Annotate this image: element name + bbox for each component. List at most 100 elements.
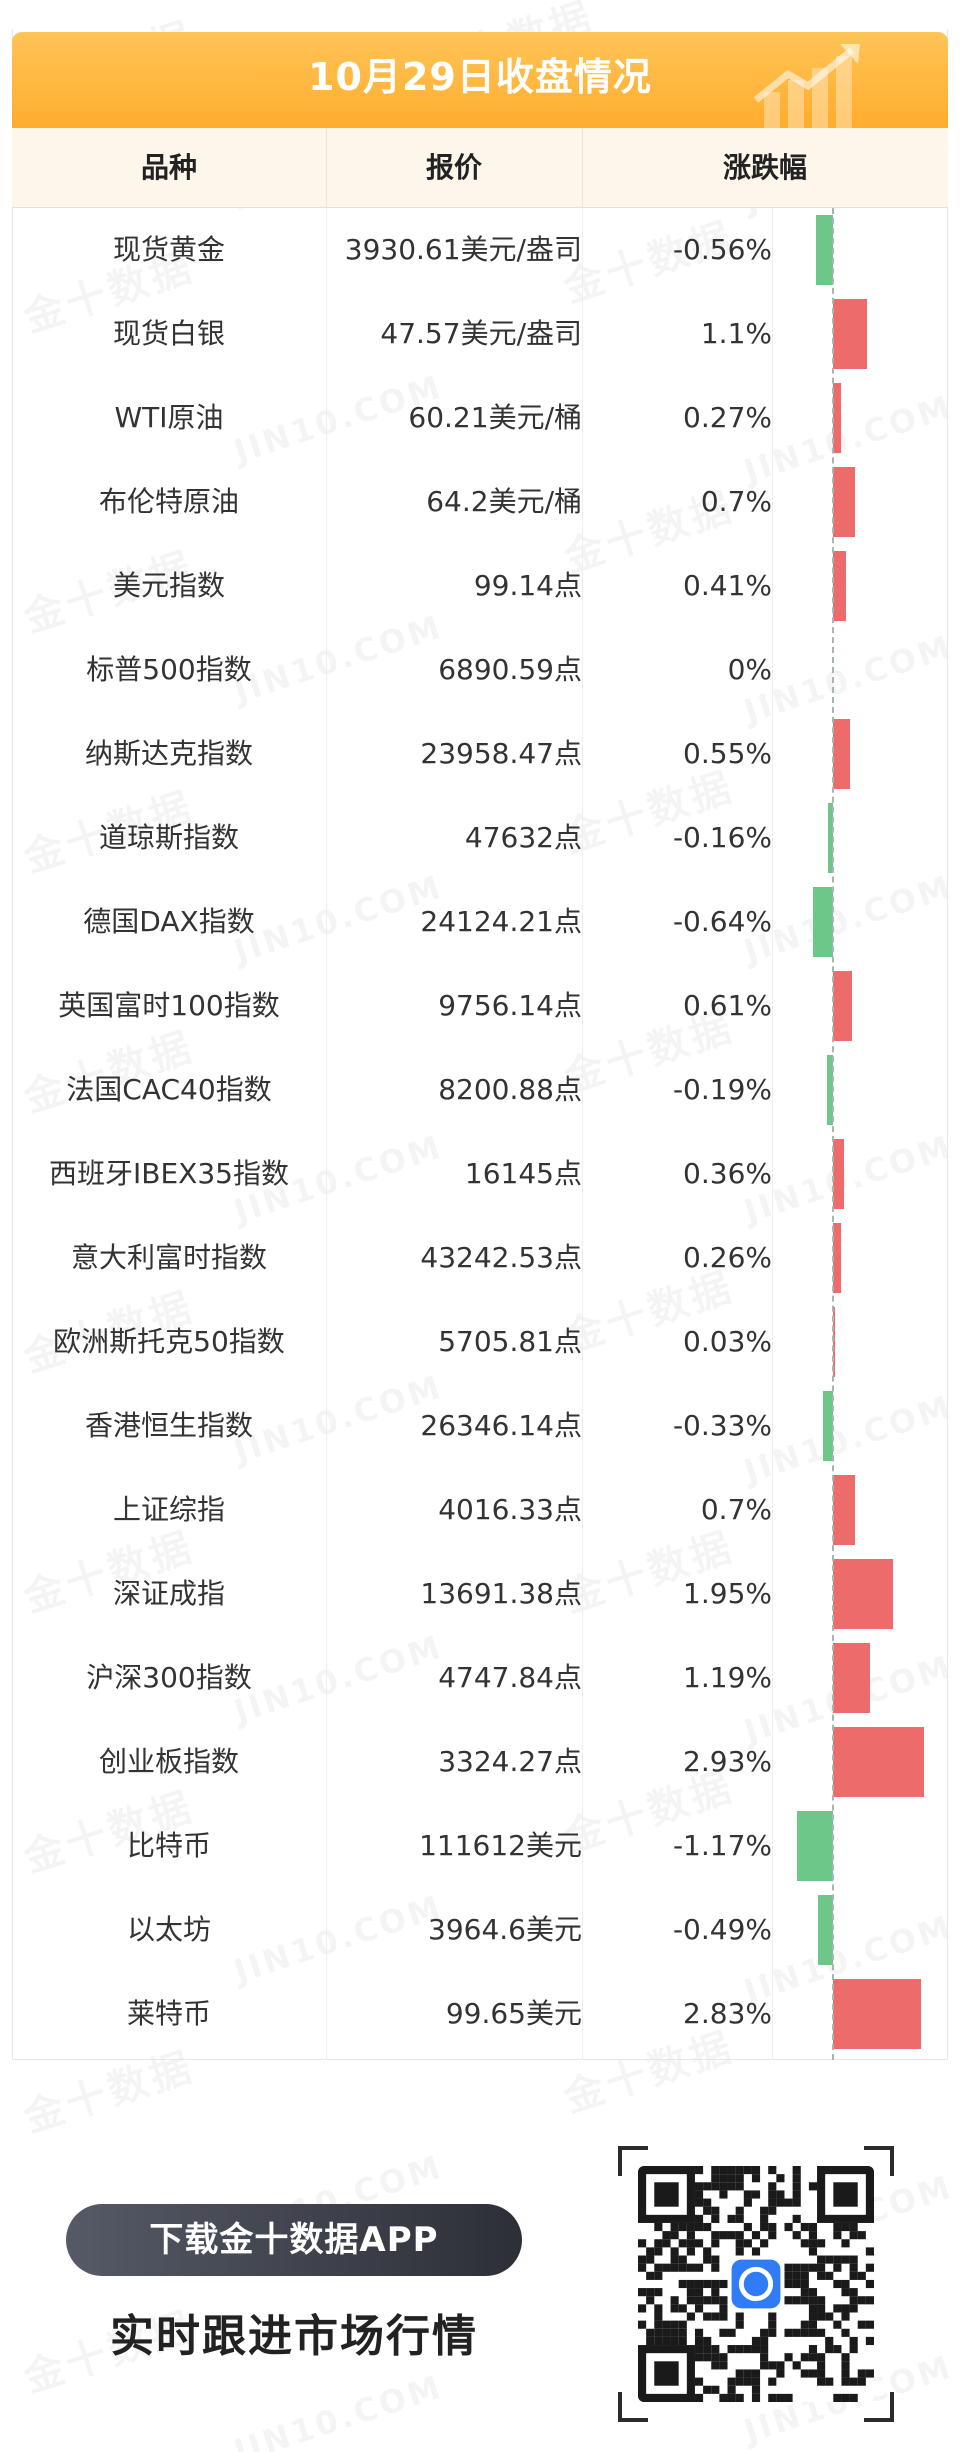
change-percent: 1.19% xyxy=(683,1661,772,1694)
table-row: 纳斯达克指数 23958.47点 0.55% xyxy=(12,712,948,796)
table-row: 深证成指 13691.38点 1.95% xyxy=(12,1552,948,1636)
change-bar-up xyxy=(833,1139,845,1209)
column-divider xyxy=(326,208,327,2060)
variety-name: 标普500指数 xyxy=(86,653,252,686)
change-percent: 1.95% xyxy=(683,1577,772,1610)
price-value: 24124.21点 xyxy=(420,905,582,938)
table-row: 创业板指数 3324.27点 2.93% xyxy=(12,1720,948,1804)
change-percent: 2.93% xyxy=(683,1745,772,1778)
change-percent: 0.41% xyxy=(683,569,772,602)
change-bar-down xyxy=(827,1055,833,1125)
change-bar-up xyxy=(833,551,846,621)
qr-code xyxy=(638,2166,874,2402)
table-row: 标普500指数 6890.59点 0% xyxy=(12,628,948,712)
price-value: 4747.84点 xyxy=(438,1661,582,1694)
rising-chart-icon xyxy=(753,44,860,128)
table-row: 道琼斯指数 47632点 -0.16% xyxy=(12,796,948,880)
change-percent: -0.19% xyxy=(672,1073,772,1106)
table-row: 上证综指 4016.33点 0.7% xyxy=(12,1468,948,1552)
change-percent: 0% xyxy=(727,653,772,686)
variety-name: 布伦特原油 xyxy=(98,485,239,518)
table-row: 法国CAC40指数 8200.88点 -0.19% xyxy=(12,1048,948,1132)
variety-name: 深证成指 xyxy=(112,1577,225,1610)
change-percent: -0.49% xyxy=(672,1913,772,1946)
price-value: 26346.14点 xyxy=(420,1409,582,1442)
variety-name: 道琼斯指数 xyxy=(98,821,239,854)
price-value: 13691.38点 xyxy=(420,1577,582,1610)
change-bar-up xyxy=(833,1559,894,1629)
price-value: 9756.14点 xyxy=(438,989,582,1022)
table-row: 欧洲斯托克50指数 5705.81点 0.03% xyxy=(12,1300,948,1384)
change-percent: -0.16% xyxy=(672,821,772,854)
change-bar-up xyxy=(833,383,842,453)
change-percent: 0.27% xyxy=(683,401,772,434)
change-percent: -0.33% xyxy=(672,1409,772,1442)
change-bar-up xyxy=(833,971,852,1041)
variety-name: 创业板指数 xyxy=(98,1745,239,1778)
tagline: 实时跟进市场行情 xyxy=(110,2311,478,2362)
variety-name: 欧洲斯托克50指数 xyxy=(53,1325,285,1358)
variety-name: 意大利富时指数 xyxy=(70,1241,267,1274)
qr-code-frame xyxy=(618,2146,894,2422)
price-value: 4016.33点 xyxy=(438,1493,582,1526)
change-bar-up xyxy=(833,1307,835,1377)
variety-name: 香港恒生指数 xyxy=(84,1409,253,1442)
change-bar-down xyxy=(815,215,833,285)
table-row: 英国富时100指数 9756.14点 0.61% xyxy=(12,964,948,1048)
variety-name: 莱特币 xyxy=(126,1997,211,2030)
change-percent: 2.83% xyxy=(683,1997,772,2030)
change-percent: -0.56% xyxy=(672,233,772,266)
table-row: WTI原油 60.21美元/桶 0.27% xyxy=(12,376,948,460)
change-percent: -0.64% xyxy=(672,905,772,938)
column-divider xyxy=(582,208,583,2060)
table-header: 品种 报价 涨跌幅 xyxy=(12,128,948,208)
variety-name: 美元指数 xyxy=(112,569,225,602)
variety-name: 现货白银 xyxy=(112,317,225,350)
table-row: 现货白银 47.57美元/盎司 1.1% xyxy=(12,292,948,376)
change-bar-up xyxy=(833,1643,870,1713)
change-bar-up xyxy=(833,1979,921,2049)
price-value: 3930.61美元/盎司 xyxy=(344,233,582,266)
price-value: 16145点 xyxy=(464,1157,582,1190)
table-row: 沪深300指数 4747.84点 1.19% xyxy=(12,1636,948,1720)
market-close-card xyxy=(12,30,948,2060)
price-value: 8200.88点 xyxy=(438,1073,582,1106)
variety-name: 西班牙IBEX35指数 xyxy=(49,1157,289,1190)
table-row: 意大利富时指数 43242.53点 0.26% xyxy=(12,1216,948,1300)
change-percent: 0.55% xyxy=(683,737,772,770)
change-percent: 0.36% xyxy=(683,1157,772,1190)
change-bar-up xyxy=(833,299,868,369)
change-percent: 0.7% xyxy=(700,485,772,518)
variety-name: 以太坊 xyxy=(126,1913,211,1946)
change-bar-up xyxy=(833,719,851,789)
table-row: 比特币 111612美元 -1.17% xyxy=(12,1804,948,1888)
price-value: 111612美元 xyxy=(419,1829,582,1862)
change-percent: 0.26% xyxy=(683,1241,772,1274)
change-percent: 0.7% xyxy=(700,1493,772,1526)
price-value: 5705.81点 xyxy=(438,1325,582,1358)
change-bar-up xyxy=(833,1727,924,1797)
price-value: 99.65美元 xyxy=(445,1997,582,2030)
change-bar-up xyxy=(833,1475,855,1545)
price-value: 47.57美元/盎司 xyxy=(380,317,582,350)
variety-name: 现货黄金 xyxy=(112,233,225,266)
price-value: 47632点 xyxy=(464,821,582,854)
change-percent: -1.17% xyxy=(672,1829,772,1862)
zero-axis-line xyxy=(832,208,834,2060)
variety-name: 法国CAC40指数 xyxy=(66,1073,272,1106)
banner-title: 10月29日收盘情况 xyxy=(308,55,652,99)
price-value: 60.21美元/桶 xyxy=(408,401,582,434)
header-price: 报价 xyxy=(425,151,482,184)
table-row: 莱特币 99.65美元 2.83% xyxy=(12,1972,948,2056)
table-row: 德国DAX指数 24124.21点 -0.64% xyxy=(12,880,948,964)
change-bar-down xyxy=(817,1895,833,1965)
download-app-button[interactable]: 下载金十数据APP xyxy=(66,2204,522,2276)
change-bar-up xyxy=(833,1223,842,1293)
variety-name: WTI原油 xyxy=(114,401,224,434)
price-value: 99.14点 xyxy=(473,569,582,602)
price-value: 43242.53点 xyxy=(420,1241,582,1274)
change-percent: 0.03% xyxy=(683,1325,772,1358)
change-bar-down xyxy=(813,887,833,957)
price-value: 6890.59点 xyxy=(438,653,582,686)
change-bar-down xyxy=(828,803,833,873)
